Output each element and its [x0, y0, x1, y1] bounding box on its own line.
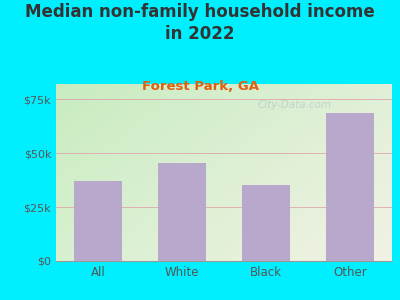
Text: Median non-family household income
in 2022: Median non-family household income in 20… [25, 3, 375, 43]
Text: Forest Park, GA: Forest Park, GA [142, 80, 258, 92]
Bar [74, 181, 122, 261]
Bar [158, 163, 206, 261]
Bar [242, 185, 290, 261]
Text: City-Data.com: City-Data.com [258, 100, 332, 110]
Bar [326, 113, 374, 261]
